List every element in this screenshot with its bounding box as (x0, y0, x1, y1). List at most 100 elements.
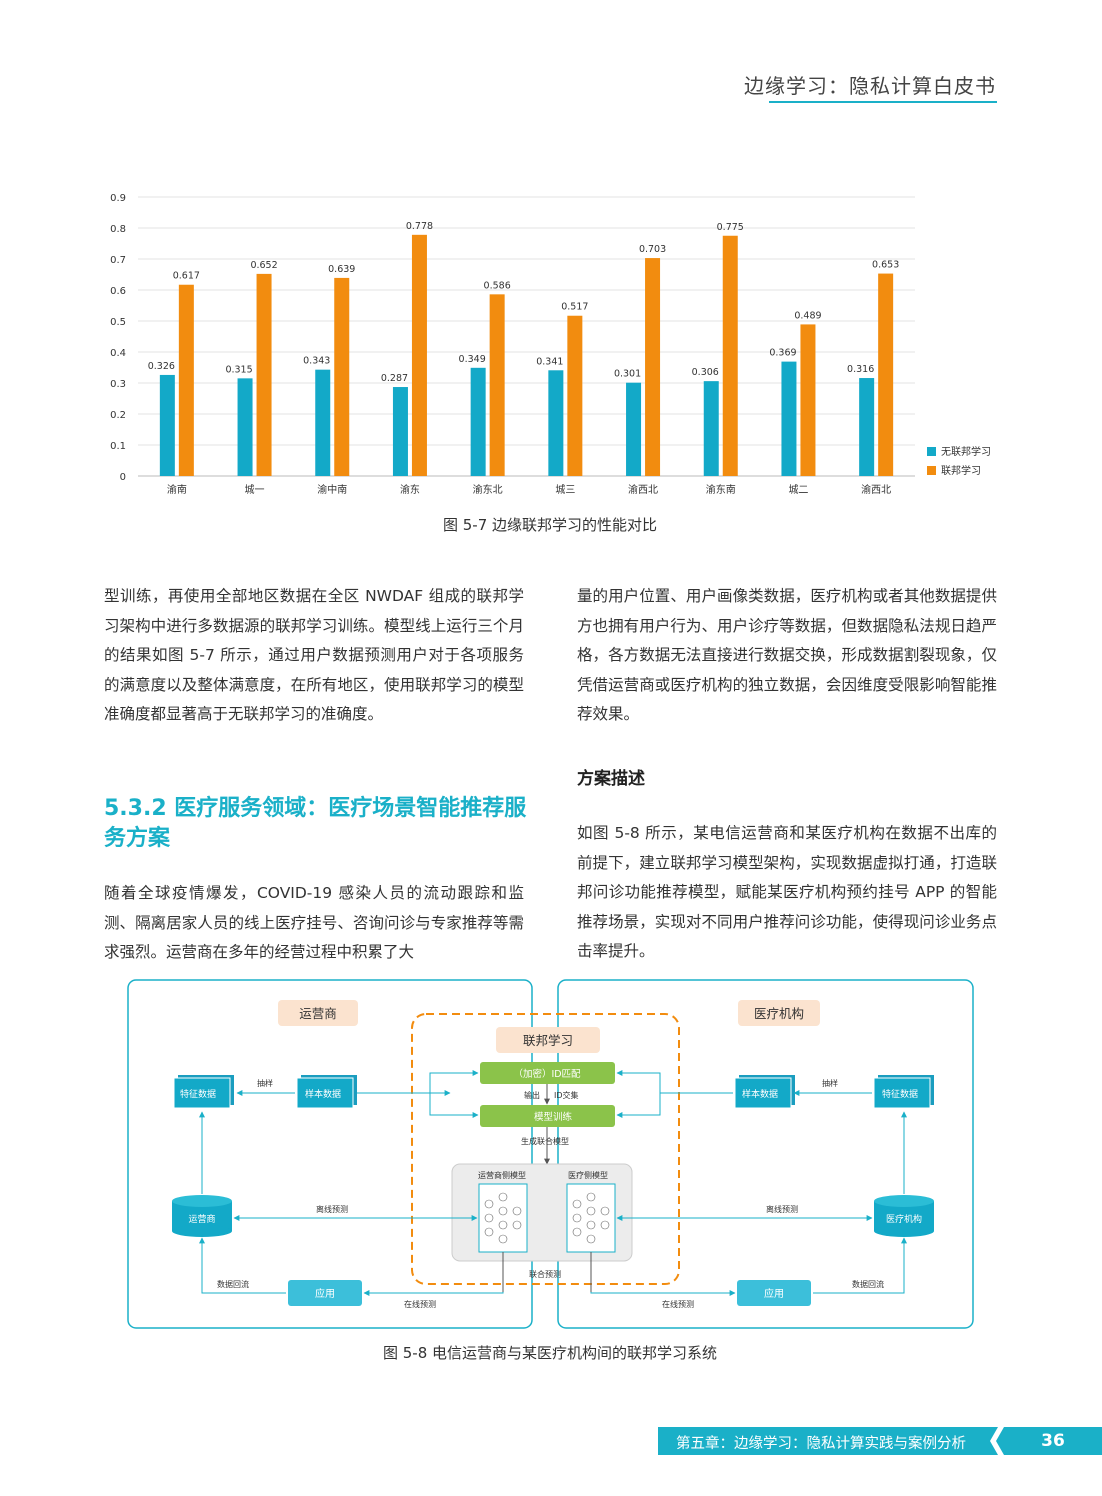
y-tick-label: 0 (120, 472, 126, 483)
bar-value-label: 0.343 (303, 356, 330, 367)
bar-fl (334, 277, 350, 476)
bar-value-label: 0.316 (847, 364, 874, 375)
bar-value-label: 0.287 (381, 373, 408, 384)
sampling-left-label: 抽样 (257, 1078, 273, 1088)
legend-label: 联邦学习 (941, 464, 981, 477)
figure-caption-5-7: 图 5-7 边缘联邦学习的性能对比 (442, 516, 658, 534)
bar-value-label: 0.639 (328, 264, 355, 275)
bar-value-label: 0.369 (769, 348, 796, 359)
bar-value-label: 0.652 (250, 260, 277, 271)
bar-fl (567, 315, 583, 476)
y-tick-label: 0.8 (110, 224, 126, 235)
id-intersection-label: ID交集 (554, 1090, 579, 1100)
joint-predict-label: 联合预测 (529, 1269, 561, 1279)
bar-value-label: 0.489 (794, 310, 821, 321)
sampling-right-label: 抽样 (822, 1078, 838, 1088)
federated-learning-region (411, 1013, 680, 1285)
operator-app-label: 应用 (315, 1287, 335, 1300)
x-category-label: 渝西北 (628, 483, 658, 496)
page-number: 36 (1004, 1427, 1102, 1455)
x-category-label: 渝西北 (861, 483, 891, 496)
id-matching-step: （加密）ID匹配 (513, 1068, 581, 1080)
bar-no-fl (470, 367, 486, 476)
left-paragraph-2: 随着全球疫情爆发，COVID-19 感染人员的流动跟踪和监测、隔离居家人员的线上… (104, 884, 524, 962)
x-category-label: 城一 (245, 484, 265, 496)
bar-value-label: 0.703 (639, 244, 666, 255)
right-paragraph-2: 如图 5-8 所示，某电信运营商和某医疗机构在数据不出库的前提下，建立联邦学习模… (577, 824, 997, 961)
online-predict-right: 在线预测 (662, 1299, 694, 1309)
bar-fl (645, 258, 661, 476)
x-category-label: 城二 (788, 484, 808, 496)
performance-bar-chart: 0 0.1 0.2 0.3 0.4 0.5 0.6 0.7 0.8 0.9 0.326 0.617 0… (110, 193, 991, 496)
bar-value-label: 0.617 (173, 271, 200, 282)
bar-value-label: 0.349 (459, 354, 486, 365)
section-title: 5.3.2 医疗服务领域：医疗场景智能推荐服务方案 (104, 796, 527, 851)
legend-label: 无联邦学习 (941, 445, 991, 458)
bar-no-fl (703, 381, 719, 476)
legend-swatch (927, 466, 936, 475)
bar-no-fl (859, 378, 875, 476)
y-tick-label: 0.9 (110, 193, 126, 204)
bar-fl (256, 273, 272, 476)
x-category-label: 渝东南 (706, 483, 736, 496)
bar-value-label: 0.517 (561, 302, 588, 313)
model-training-step: 模型训练 (534, 1111, 573, 1123)
bar-value-label: 0.326 (148, 361, 175, 372)
svg-text:特征数据: 特征数据 (882, 1088, 918, 1100)
y-tick-label: 0.4 (110, 348, 126, 359)
bar-no-fl (159, 374, 175, 476)
y-tick-label: 0.3 (110, 379, 126, 390)
bar-value-label: 0.586 (484, 280, 511, 291)
operator-database-icon: 运营商 (172, 1195, 232, 1237)
svg-text:运营商: 运营商 (188, 1213, 215, 1225)
bar-fl (722, 235, 738, 476)
bar-value-label: 0.778 (406, 221, 433, 232)
bar-fl (411, 234, 427, 476)
y-tick-label: 0.5 (110, 317, 126, 328)
online-predict-left: 在线预测 (404, 1299, 436, 1309)
data-return-left: 数据回流 (217, 1279, 249, 1289)
operator-title: 运营商 (299, 1006, 337, 1021)
operator-panel (127, 979, 533, 1329)
bar-fl (800, 324, 816, 476)
bar-value-label: 0.341 (536, 356, 563, 367)
bar-no-fl (315, 369, 331, 476)
output-label: 输出 (524, 1090, 540, 1100)
bar-value-label: 0.301 (614, 369, 641, 380)
medical-app-label: 应用 (764, 1287, 784, 1300)
medical-panel (557, 979, 974, 1329)
operator-model-label: 运营商侧模型 (478, 1170, 526, 1180)
svg-text:医疗机构: 医疗机构 (886, 1213, 922, 1225)
figure-caption-5-8: 图 5-8 电信运营商与某医疗机构间的联邦学习系统 (382, 1344, 718, 1362)
bar-value-label: 0.306 (692, 367, 719, 378)
offline-predict-right: 离线预测 (766, 1204, 798, 1214)
subsection-title: 方案描述 (577, 769, 645, 789)
data-return-right: 数据回流 (852, 1279, 884, 1289)
legend-swatch (927, 447, 936, 456)
operator-sample-data-icon: 样本数据 (296, 1075, 357, 1109)
operator-app-box (288, 1280, 362, 1306)
y-tick-label: 0.2 (110, 410, 126, 421)
svg-text:样本数据: 样本数据 (305, 1088, 341, 1100)
x-category-label: 渝中南 (317, 483, 347, 496)
offline-predict-left: 离线预测 (316, 1204, 348, 1214)
page-header-title: 边缘学习：隐私计算白皮书 (744, 74, 996, 98)
federated-title: 联邦学习 (523, 1033, 573, 1048)
bar-value-label: 0.315 (225, 364, 252, 375)
bar-value-label: 0.653 (872, 260, 899, 271)
bar-fl (489, 294, 505, 476)
bar-fl (178, 284, 194, 476)
y-tick-label: 0.1 (110, 441, 126, 452)
medical-app-box (737, 1280, 811, 1306)
bar-value-label: 0.775 (717, 222, 744, 233)
x-category-label: 渝南 (167, 483, 187, 496)
medical-feature-data-icon: 特征数据 (873, 1075, 934, 1109)
right-paragraph-1: 量的用户位置、用户画像类数据，医疗机构或者其他数据提供方也拥有用户行为、用户诊疗… (577, 587, 997, 724)
footer-chapter: 第五章：边缘学习：隐私计算实践与案例分析 (676, 1436, 966, 1452)
x-category-label: 渝东北 (473, 483, 503, 496)
federated-learning-diagram: 运营商 医疗机构 联邦学习 （加密）ID匹配 模型训练 输出 ID交集 生成联合… (127, 979, 974, 1329)
bar-no-fl (548, 370, 564, 476)
bar-no-fl (392, 387, 408, 476)
left-paragraph-1: 型训练，再使用全部地区数据在全区 NWDAF 组成的联邦学习架构中进行多数据源的… (104, 587, 524, 724)
medical-title: 医疗机构 (754, 1006, 804, 1021)
